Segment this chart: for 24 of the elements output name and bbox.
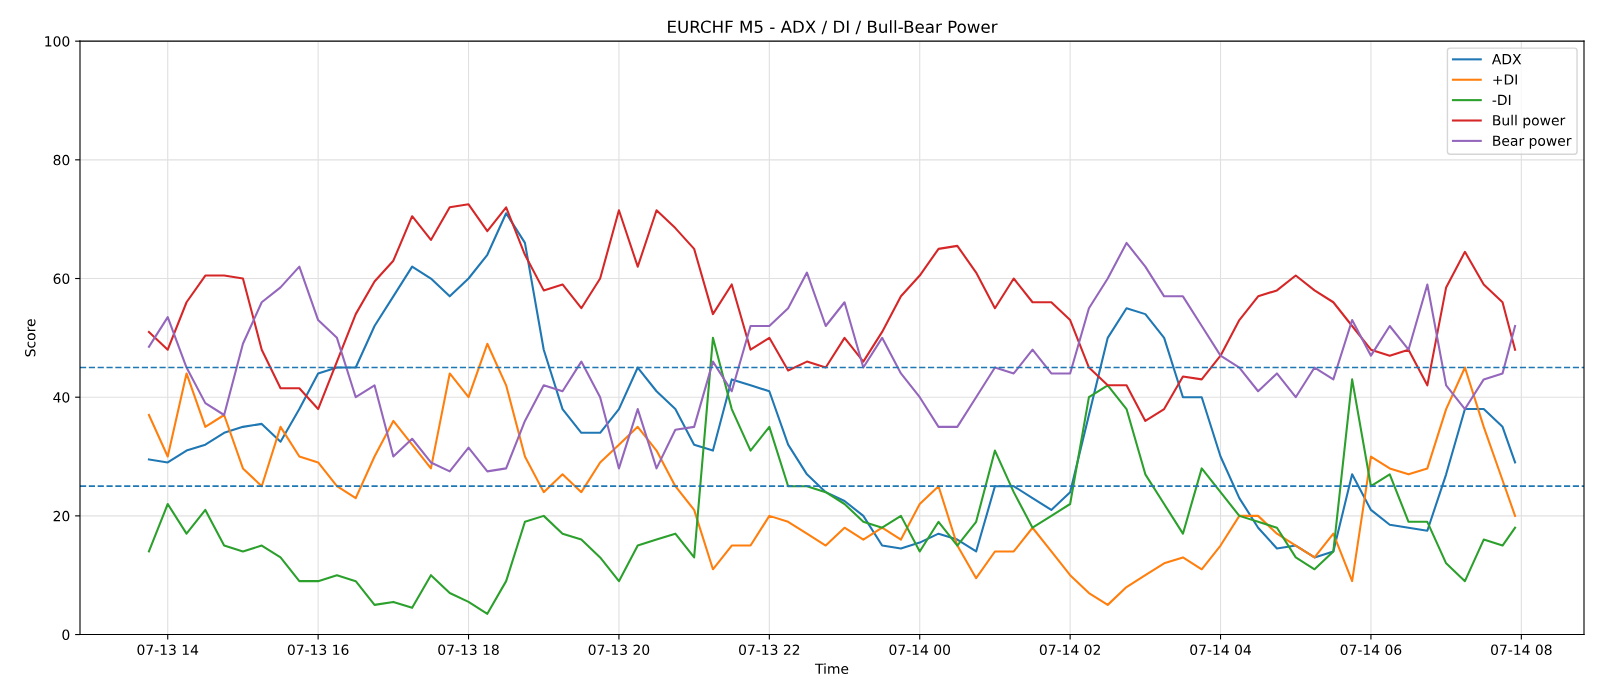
legend-label: Bull power (1493, 114, 1566, 129)
y-axis-title: Score (25, 319, 36, 357)
x-axis-title: Time (814, 663, 849, 675)
legend-label: -DI (1492, 94, 1511, 105)
x-tick-label: 07-14 00 (889, 644, 951, 656)
x-tick-label: 07-14 08 (1491, 644, 1552, 656)
x-tick-label: 07-13 14 (137, 644, 199, 656)
x-tick-label: 07-13 16 (287, 644, 349, 656)
y-tick-label: 80 (53, 154, 70, 166)
chart-title: EURCHF M5 - ADX / DI / Bull-Bear Power (668, 20, 998, 35)
x-tick-label: 07-13 20 (588, 644, 650, 656)
legend-label: ADX (1491, 54, 1522, 65)
y-tick-label: 60 (53, 273, 70, 284)
y-tick-label: 100 (45, 36, 70, 47)
y-tick-label: 0 (62, 629, 70, 641)
x-tick-label: 07-14 02 (1039, 644, 1100, 656)
y-tick-label: 20 (53, 510, 70, 522)
x-tick-label: 07-14 06 (1340, 644, 1402, 656)
x-tick-label: 07-13 22 (739, 644, 800, 656)
x-tick-label: 07-13 18 (438, 644, 499, 656)
legend-label: Bear power (1493, 135, 1572, 149)
legend-label: +DI (1493, 74, 1517, 85)
x-tick-label: 07-14 04 (1190, 644, 1251, 656)
y-tick-label: 40 (53, 392, 70, 403)
